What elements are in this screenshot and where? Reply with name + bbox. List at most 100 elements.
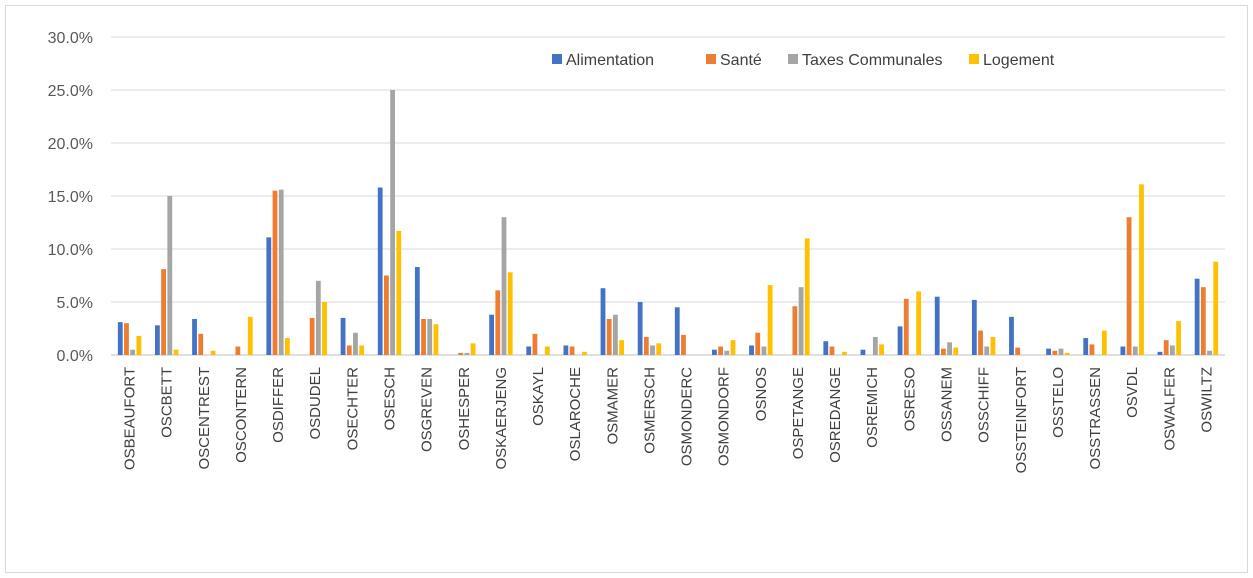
x-tick-label: OSVDL <box>1124 367 1141 418</box>
x-tick-label: OSCONTERN <box>233 367 250 463</box>
x-tick-label: OSLAROCHE <box>567 367 584 461</box>
legend-swatch <box>788 54 798 64</box>
bar <box>582 351 587 355</box>
bar <box>1163 340 1169 355</box>
bar <box>346 345 352 355</box>
gridlines <box>111 36 1225 356</box>
x-tick-label: OSESCH <box>382 367 399 430</box>
bar <box>860 349 866 355</box>
bar <box>792 306 798 355</box>
x-tick-label: OSPETANGE <box>790 367 807 459</box>
y-tick-label: 10.0% <box>48 242 93 259</box>
bar <box>1052 350 1058 355</box>
bar <box>396 230 402 355</box>
bar <box>1200 287 1206 355</box>
bar <box>384 275 389 355</box>
x-tick-label: OSDIFFER <box>270 367 287 443</box>
bar <box>155 325 160 355</box>
bar <box>872 336 878 355</box>
bar <box>978 330 983 355</box>
bar <box>755 332 761 355</box>
bar <box>495 290 501 355</box>
legend-label: Alimentation <box>566 52 654 69</box>
bar <box>613 314 618 355</box>
bar <box>414 267 420 355</box>
bar <box>309 317 315 355</box>
y-tick-label: 5.0% <box>57 295 93 312</box>
bar <box>829 346 835 355</box>
x-tick-label: OSKAERJENG <box>493 367 510 470</box>
x-tick-label: OSDUDEL <box>307 367 324 440</box>
bar <box>544 346 550 355</box>
bar <box>619 340 624 355</box>
bar <box>1176 321 1181 355</box>
y-tick-label: 25.0% <box>48 83 93 100</box>
bar <box>340 317 346 355</box>
bar <box>879 344 884 355</box>
bar <box>285 338 290 355</box>
x-tick-label: OSSTELO <box>1050 367 1067 438</box>
bar <box>507 272 513 355</box>
bar <box>198 333 204 355</box>
bar <box>823 341 829 355</box>
bar <box>124 323 129 355</box>
bar <box>136 335 142 355</box>
bar <box>130 349 136 355</box>
bar <box>161 269 166 355</box>
bar <box>526 346 532 355</box>
bar <box>1101 330 1107 355</box>
bar <box>934 296 940 355</box>
x-tick-label: OSMONDORF <box>716 367 733 466</box>
bar <box>767 285 773 355</box>
bar <box>1126 217 1132 355</box>
bar <box>941 348 946 355</box>
bar <box>464 352 470 355</box>
bar <box>916 291 922 355</box>
bar <box>947 342 952 355</box>
bar <box>117 322 123 355</box>
bar <box>532 333 538 355</box>
x-tick-label: OSBEAUFORT <box>122 367 139 470</box>
bar <box>1083 338 1089 355</box>
bar <box>353 332 358 355</box>
bar <box>1194 278 1200 355</box>
bar <box>489 314 494 355</box>
bar <box>322 302 327 355</box>
bar <box>377 187 383 355</box>
bar <box>749 345 754 355</box>
x-tick-label: OSWALFER <box>1161 367 1178 451</box>
bar <box>681 334 686 355</box>
bar <box>650 345 655 355</box>
x-tick-label: OSMAMER <box>604 367 621 445</box>
bar <box>266 237 272 355</box>
bar <box>1058 348 1064 355</box>
bar <box>235 346 241 355</box>
x-tick-label: OSCBETT <box>159 367 176 438</box>
bar <box>730 340 736 355</box>
x-tick-label: OSSTRASSEN <box>1087 367 1104 470</box>
x-tick-label: OSSCHIFF <box>976 367 993 443</box>
bar <box>210 350 216 355</box>
bar <box>656 343 662 355</box>
legend-label: Logement <box>983 52 1055 69</box>
bar <box>1046 348 1051 355</box>
bar-chart: 0.0% 5.0% 10.0% 15.0% 20.0% 25.0% 30.0% OSBEAU… <box>48 30 1225 474</box>
bar <box>458 352 464 355</box>
bar <box>1139 184 1144 355</box>
bar <box>984 346 990 355</box>
x-tick-label: OSSANEM <box>939 367 956 442</box>
legend-swatch <box>969 54 979 64</box>
bar <box>724 350 730 355</box>
y-tick-label: 15.0% <box>48 189 93 206</box>
bar <box>674 307 680 355</box>
bar <box>167 196 173 355</box>
x-tick-label: OSHESPER <box>456 367 473 451</box>
x-tick-label: OSREMICH <box>864 367 881 448</box>
x-axis: OSBEAUFORT OSCBETT OSCENTREST OSCONTERN OSDI… <box>122 367 1216 474</box>
bar <box>971 299 977 355</box>
bar <box>712 349 717 355</box>
legend-label: Santé <box>720 52 762 69</box>
bar <box>600 288 606 355</box>
bar <box>421 318 426 355</box>
x-tick-label: OSREDANGE <box>827 367 844 463</box>
